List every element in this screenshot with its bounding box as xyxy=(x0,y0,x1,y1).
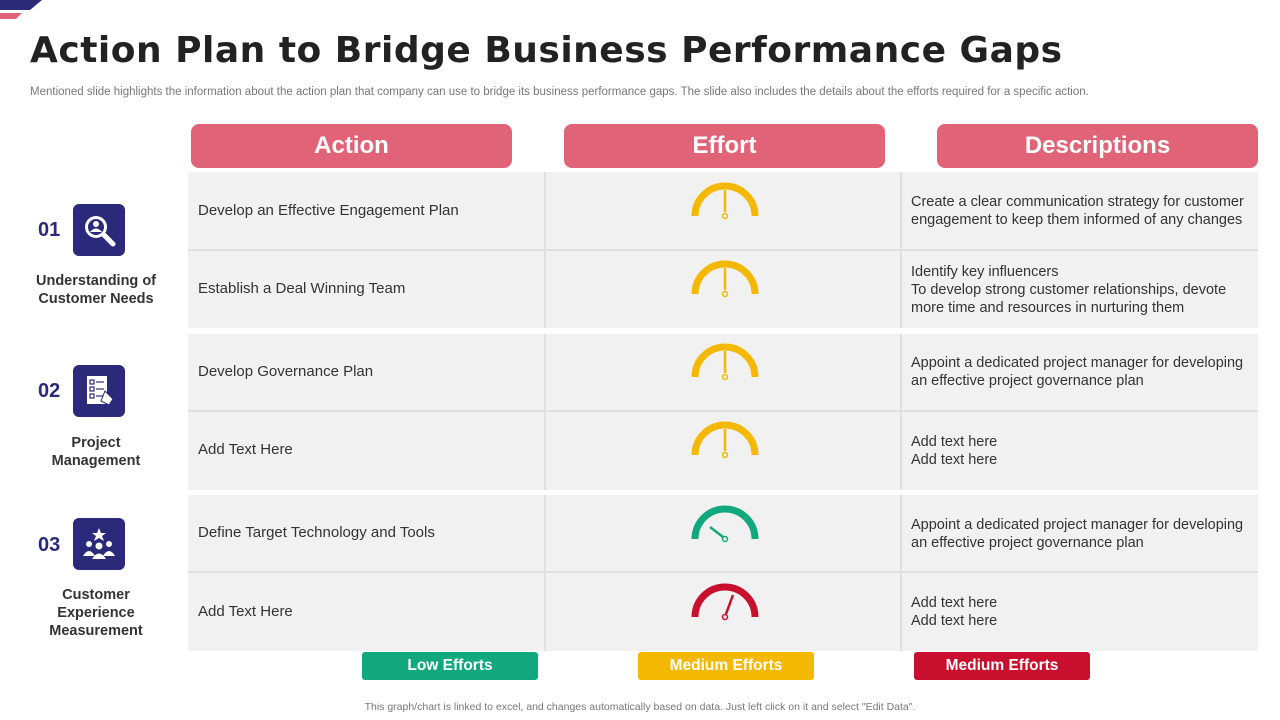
effort-gauge-high-icon xyxy=(691,583,759,621)
column-divider xyxy=(544,495,546,651)
legend-high-efforts: Medium Efforts xyxy=(914,652,1090,680)
group-label: Project Management xyxy=(51,435,141,469)
column-divider xyxy=(900,495,902,651)
effort-gauge-medium-icon xyxy=(691,260,759,298)
action-cell: Develop an Effective Engagement Plan xyxy=(198,202,459,219)
group-number: 03 xyxy=(38,534,61,556)
column-divider xyxy=(544,172,546,328)
column-divider xyxy=(900,334,902,490)
magnifier-user-icon xyxy=(73,204,125,256)
legend-medium-efforts: Medium Efforts xyxy=(638,652,814,680)
table-group-3 xyxy=(188,495,1258,651)
action-cell: Add Text Here xyxy=(198,441,293,458)
description-cell: Appoint a dedicated project manager for … xyxy=(911,517,1244,551)
effort-gauge-medium-icon xyxy=(691,182,759,220)
column-divider xyxy=(544,334,546,490)
header-effort: Effort xyxy=(564,124,885,168)
table-group-2 xyxy=(188,334,1258,490)
group-number: 02 xyxy=(38,380,61,402)
row-divider xyxy=(188,410,1258,412)
column-divider xyxy=(900,172,902,328)
team-star-icon xyxy=(73,518,125,570)
header-descriptions: Descriptions xyxy=(937,124,1258,168)
group-label: Understanding of Customer Needs xyxy=(35,273,157,307)
action-cell: Develop Governance Plan xyxy=(198,363,374,380)
checklist-icon xyxy=(73,365,125,417)
description-cell: Add text here Add text here xyxy=(911,595,998,629)
page-title: Action Plan to Bridge Business Performan… xyxy=(30,30,1063,71)
description-cell: Create a clear communication strategy fo… xyxy=(911,194,1244,228)
group-label: Customer Experience Measurement xyxy=(49,587,143,639)
description-cell: Appoint a dedicated project manager for … xyxy=(911,355,1244,389)
effort-gauge-medium-icon xyxy=(691,421,759,459)
legend-low-efforts: Low Efforts xyxy=(362,652,538,680)
effort-gauge-low-icon xyxy=(691,505,759,543)
row-divider xyxy=(188,571,1258,573)
row-divider xyxy=(188,249,1258,251)
description-cell: Add text here Add text here xyxy=(911,434,998,468)
description-cell: Identify key influencers To develop stron… xyxy=(911,264,1227,316)
page-subtitle: Mentioned slide highlights the informati… xyxy=(30,86,1089,98)
corner-decoration xyxy=(0,0,42,19)
action-cell: Establish a Deal Winning Team xyxy=(198,280,406,297)
footer-note: This graph/chart is linked to excel, and… xyxy=(364,701,916,713)
action-cell: Add Text Here xyxy=(198,603,293,620)
effort-gauge-medium-icon xyxy=(691,343,759,381)
action-cell: Define Target Technology and Tools xyxy=(198,524,435,541)
group-number: 01 xyxy=(38,219,61,241)
header-action: Action xyxy=(191,124,512,168)
